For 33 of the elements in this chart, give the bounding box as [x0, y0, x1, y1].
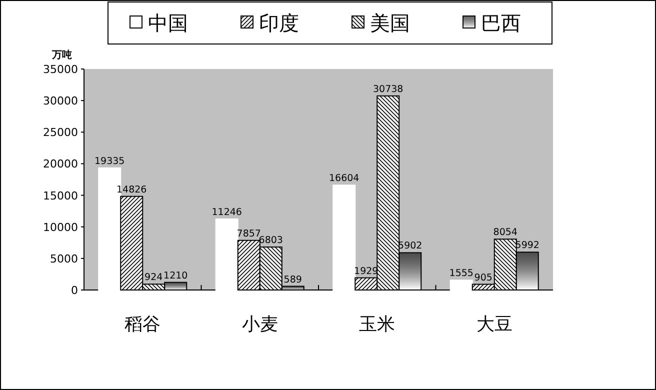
data-label: 14826	[116, 184, 147, 196]
data-label: 7857	[236, 228, 261, 240]
data-label: 16604	[329, 173, 360, 184]
data-label: 1555	[449, 268, 474, 280]
legend-label: 巴西	[481, 11, 521, 35]
data-label: 11246	[212, 206, 242, 218]
legend-label: 美国	[370, 11, 410, 35]
data-label: 19335	[94, 156, 125, 167]
y-axis-title: 万吨	[51, 49, 72, 61]
x-tick-label: 玉米	[359, 314, 396, 335]
y-tick-label: 30000	[43, 94, 78, 108]
y-tick-label: 0	[71, 284, 78, 297]
data-label: 1210	[164, 270, 188, 282]
y-tick-label: 25000	[43, 126, 78, 140]
y-tick-label: 10000	[43, 220, 78, 234]
data-label: 30738	[373, 84, 404, 95]
data-label: 924	[144, 272, 163, 284]
y-tick-label: 5000	[50, 252, 78, 266]
x-tick-label: 大豆	[476, 314, 512, 335]
data-label: 905	[474, 272, 492, 284]
bar	[450, 280, 473, 290]
legend-label: 印度	[259, 11, 299, 35]
legend-label: 中国	[148, 11, 188, 35]
x-tick-label: 小麦	[242, 314, 278, 335]
bar	[332, 184, 356, 290]
data-label: 6803	[258, 235, 283, 246]
data-label: 8054	[493, 227, 518, 238]
x-tick-label: 稻谷	[124, 314, 161, 335]
y-tick-label: 15000	[43, 189, 78, 202]
y-tick-label: 20000	[43, 158, 78, 171]
bar	[215, 218, 238, 290]
data-label: 589	[284, 274, 302, 286]
y-tick-label: 35000	[43, 63, 78, 76]
